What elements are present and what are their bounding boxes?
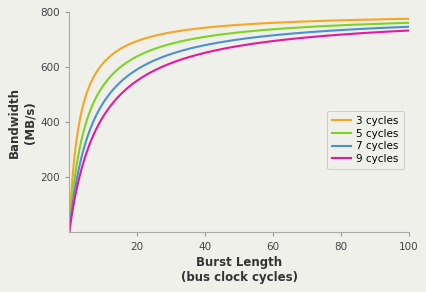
5 cycles (66, 230, 72, 234)
X-axis label: Burst Length
(bus clock cycles): Burst Length (bus clock cycles) (180, 256, 297, 284)
3 cycles (395, 17, 400, 21)
9 cycles (222, 47, 227, 50)
5 cycles (84, 119, 89, 123)
5 cycles (395, 21, 400, 25)
7 cycles (84, 138, 89, 141)
Line: 9 cycles: 9 cycles (69, 30, 408, 232)
5 cycles (406, 21, 411, 25)
5 cycles (333, 24, 338, 27)
Line: 5 cycles: 5 cycles (69, 23, 408, 232)
3 cycles (231, 23, 236, 27)
3 cycles (222, 24, 227, 27)
9 cycles (395, 29, 400, 33)
9 cycles (231, 45, 236, 48)
9 cycles (333, 33, 338, 37)
3 cycles (333, 19, 338, 22)
5 cycles (222, 32, 227, 36)
7 cycles (333, 29, 338, 32)
Legend: 3 cycles, 5 cycles, 7 cycles, 9 cycles: 3 cycles, 5 cycles, 7 cycles, 9 cycles (326, 111, 403, 169)
5 cycles (231, 31, 236, 35)
3 cycles (66, 230, 72, 234)
7 cycles (231, 38, 236, 42)
3 cycles (84, 92, 89, 95)
Y-axis label: Bandwidth
(MB/s): Bandwidth (MB/s) (9, 87, 36, 158)
9 cycles (406, 29, 411, 32)
7 cycles (395, 25, 400, 29)
7 cycles (395, 25, 400, 29)
3 cycles (395, 17, 400, 21)
9 cycles (395, 29, 400, 33)
9 cycles (84, 151, 89, 154)
3 cycles (406, 17, 411, 20)
7 cycles (406, 25, 411, 29)
Line: 3 cycles: 3 cycles (69, 19, 408, 232)
9 cycles (66, 230, 72, 234)
Line: 7 cycles: 7 cycles (69, 27, 408, 232)
7 cycles (222, 40, 227, 43)
5 cycles (395, 21, 400, 25)
7 cycles (66, 230, 72, 234)
